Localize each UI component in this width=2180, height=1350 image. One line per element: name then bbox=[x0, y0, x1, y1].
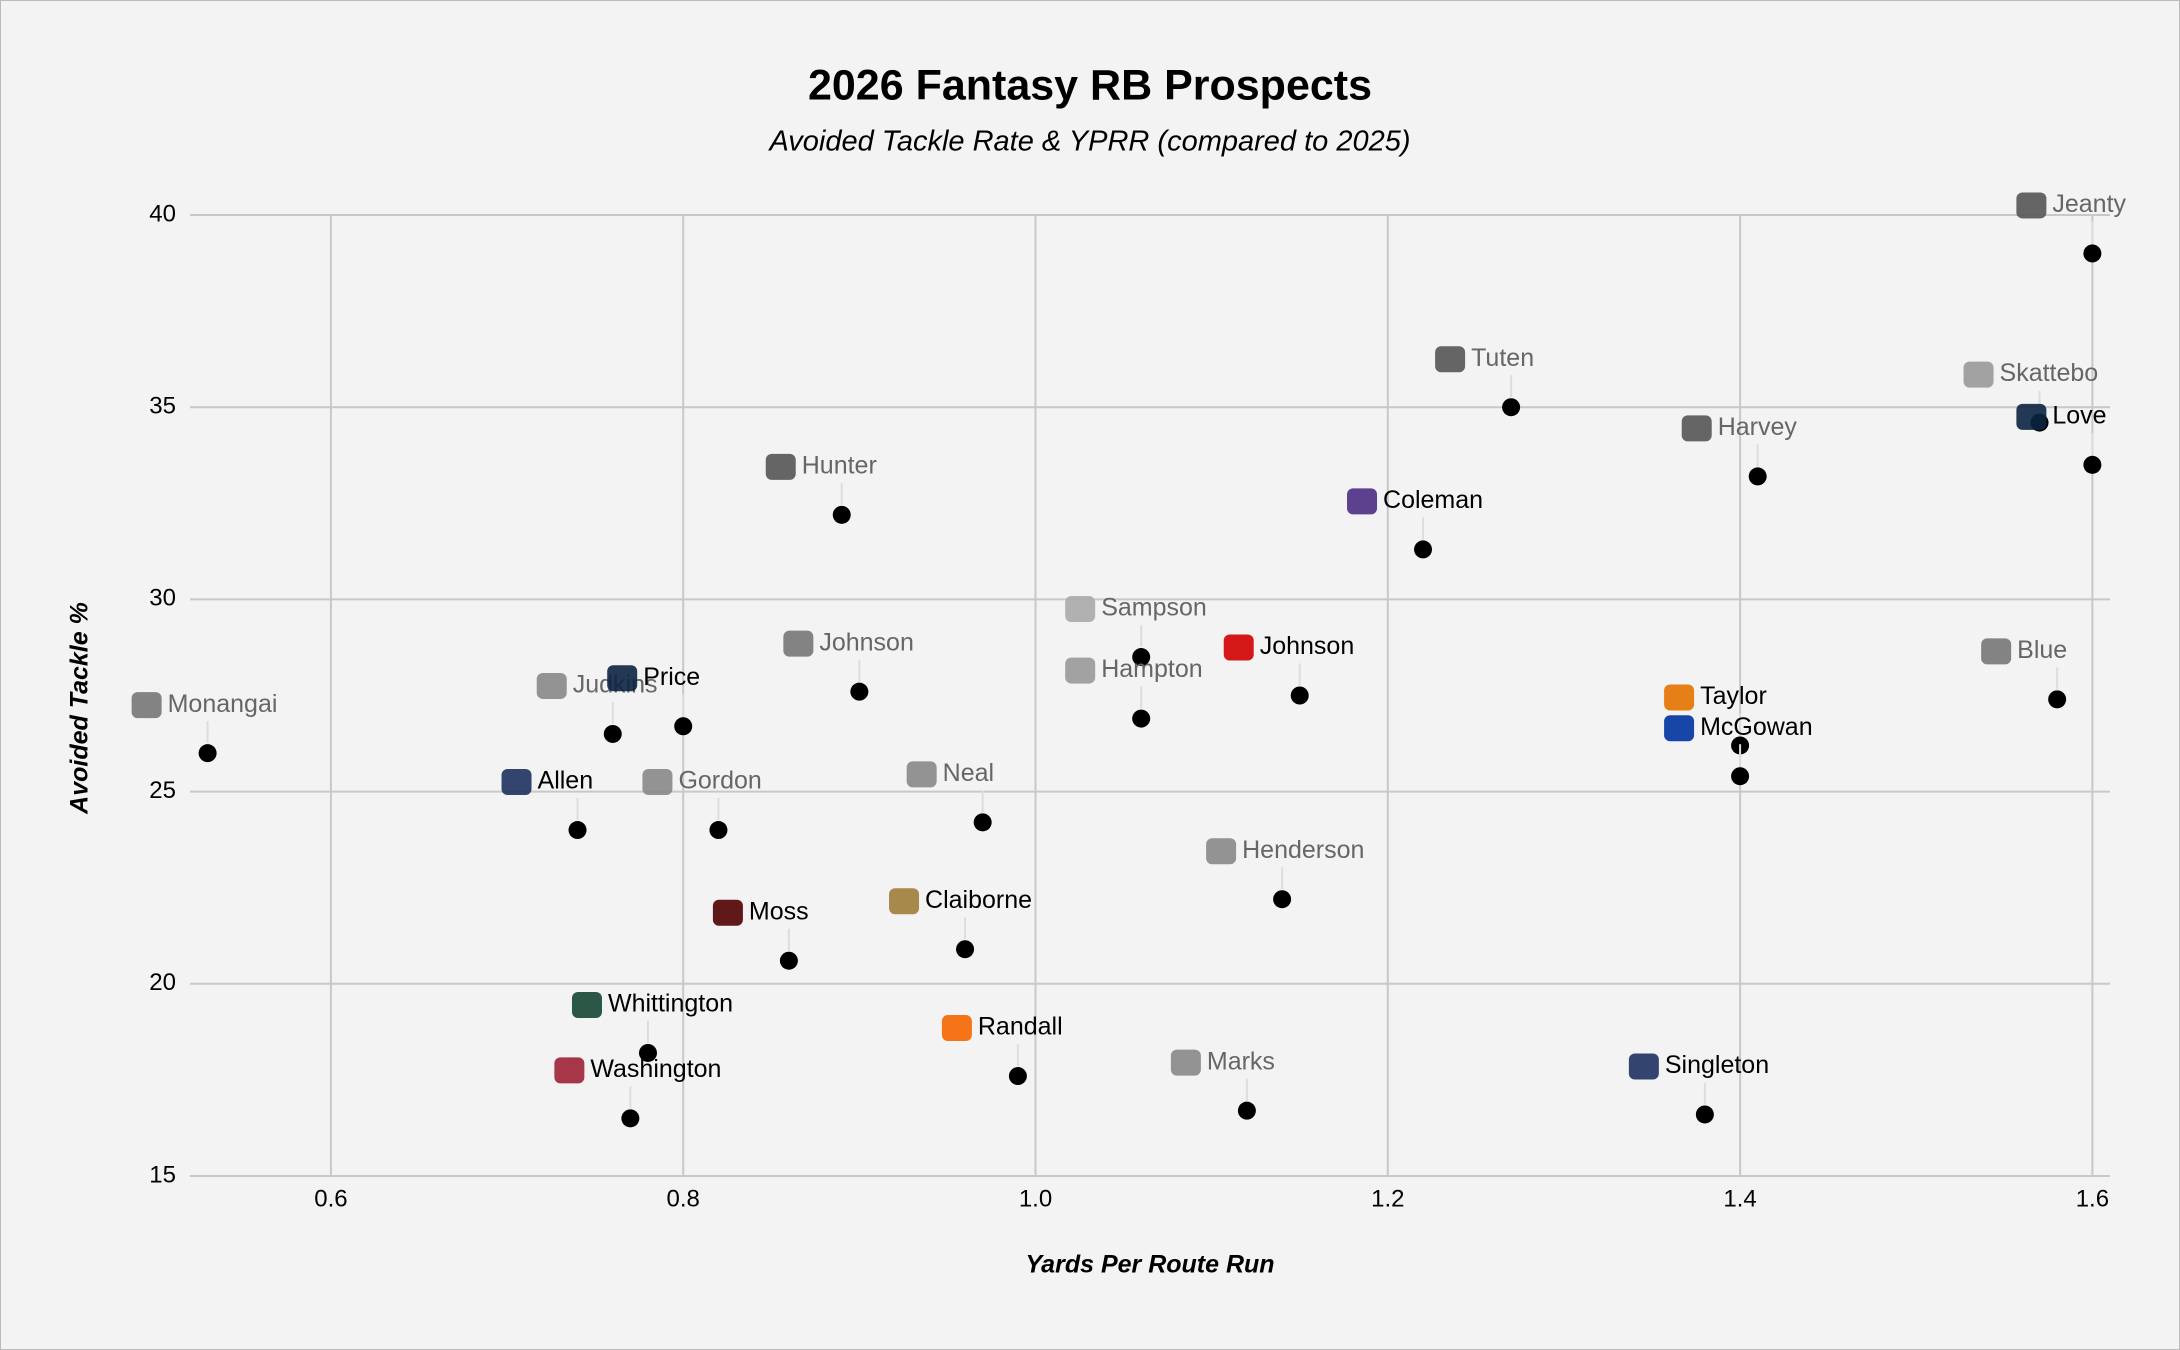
team-logo bbox=[765, 453, 796, 480]
point bbox=[2083, 455, 2102, 474]
point-label: Neal bbox=[943, 759, 994, 787]
point-label: Marks bbox=[1207, 1047, 1275, 1075]
point-label: Love bbox=[2052, 401, 2106, 429]
team-logo bbox=[1963, 361, 1994, 388]
point bbox=[1731, 767, 1750, 786]
point-label: Randall bbox=[978, 1013, 1063, 1041]
point bbox=[1008, 1067, 1027, 1086]
point bbox=[832, 505, 851, 524]
y-axis-label: Avoided Tackle % bbox=[66, 602, 94, 815]
chart-subtitle: Avoided Tackle Rate & YPRR (compared to … bbox=[767, 126, 1410, 158]
team-logo bbox=[642, 769, 673, 796]
team-logo bbox=[1347, 488, 1378, 515]
team-logo bbox=[571, 991, 602, 1018]
point bbox=[674, 717, 693, 736]
point-label: Gordon bbox=[678, 767, 761, 795]
point bbox=[850, 682, 869, 701]
point-label: Singleton bbox=[1665, 1051, 1769, 1079]
point bbox=[956, 940, 975, 959]
y-tick-label: 15 bbox=[149, 1161, 176, 1188]
point-label: Jeanty bbox=[2052, 190, 2126, 218]
team-logo bbox=[607, 665, 638, 692]
team-logo bbox=[1664, 684, 1695, 711]
y-tick-label: 25 bbox=[149, 777, 176, 804]
point bbox=[1132, 648, 1151, 667]
point-label: Harvey bbox=[1718, 413, 1798, 441]
team-logo bbox=[783, 630, 814, 657]
point-label: Henderson bbox=[1242, 836, 1364, 864]
team-logo bbox=[501, 769, 532, 796]
team-logo bbox=[2016, 192, 2047, 219]
x-tick-label: 1.6 bbox=[2076, 1185, 2109, 1212]
point bbox=[1237, 1101, 1256, 1120]
point-label: Hunter bbox=[802, 451, 877, 479]
point bbox=[973, 813, 992, 832]
team-logo bbox=[1223, 634, 1254, 661]
point-label: Allen bbox=[538, 767, 594, 795]
point bbox=[198, 744, 217, 763]
y-tick-label: 40 bbox=[149, 200, 176, 227]
team-logo bbox=[1206, 838, 1237, 865]
point bbox=[638, 1043, 657, 1062]
x-tick-label: 0.8 bbox=[667, 1185, 700, 1212]
team-logo bbox=[941, 1015, 972, 1042]
point bbox=[1748, 467, 1767, 486]
point-label: Claiborne bbox=[925, 886, 1032, 914]
team-logo bbox=[1065, 596, 1096, 623]
point bbox=[1414, 540, 1433, 559]
team-logo bbox=[1065, 657, 1096, 684]
point bbox=[2083, 244, 2102, 263]
team-logo bbox=[1664, 715, 1695, 742]
x-tick-label: 1.4 bbox=[1723, 1185, 1756, 1212]
team-logo bbox=[1681, 415, 1712, 442]
team-logo bbox=[2016, 403, 2047, 430]
point-label: Tuten bbox=[1471, 344, 1534, 372]
point bbox=[1695, 1105, 1714, 1124]
point-label: Skattebo bbox=[2000, 359, 2099, 387]
point-label: Whittington bbox=[608, 990, 733, 1018]
team-logo bbox=[906, 761, 937, 788]
team-logo bbox=[712, 899, 743, 926]
point bbox=[709, 821, 728, 840]
team-logo bbox=[536, 672, 567, 699]
x-tick-label: 1.2 bbox=[1371, 1185, 1404, 1212]
team-logo bbox=[1170, 1049, 1201, 1076]
point bbox=[603, 724, 622, 743]
point bbox=[1132, 709, 1151, 728]
x-axis-label: Yards Per Route Run bbox=[1025, 1251, 1274, 1279]
point bbox=[2048, 690, 2067, 709]
chart-title: 2026 Fantasy RB Prospects bbox=[808, 61, 1372, 109]
x-tick-label: 0.6 bbox=[314, 1185, 347, 1212]
team-logo bbox=[889, 888, 920, 915]
point-label: Moss bbox=[749, 897, 809, 925]
point-label: Coleman bbox=[1383, 486, 1483, 514]
point-label: McGowan bbox=[1700, 713, 1813, 741]
point-label: Johnson bbox=[819, 628, 914, 656]
point-label: Taylor bbox=[1700, 682, 1767, 710]
y-tick-label: 35 bbox=[149, 393, 176, 420]
point bbox=[1290, 686, 1309, 705]
team-logo bbox=[1981, 638, 2012, 665]
point-label: Hampton bbox=[1101, 655, 1202, 683]
point-label: Washington bbox=[590, 1055, 721, 1083]
team-logo bbox=[1435, 346, 1466, 373]
team-logo bbox=[1628, 1053, 1659, 1080]
x-tick-label: 1.0 bbox=[1019, 1185, 1052, 1212]
y-tick-label: 20 bbox=[149, 969, 176, 996]
point-label: Price bbox=[643, 663, 700, 691]
team-logo bbox=[131, 692, 162, 719]
point-label: Sampson bbox=[1101, 594, 1207, 622]
point-label: Blue bbox=[2017, 636, 2067, 664]
point bbox=[568, 821, 587, 840]
point-label: Johnson bbox=[1260, 632, 1355, 660]
y-tick-label: 30 bbox=[149, 585, 176, 612]
point bbox=[1273, 890, 1292, 909]
point bbox=[779, 951, 798, 970]
point bbox=[621, 1109, 640, 1128]
point bbox=[1502, 398, 1521, 417]
point-label: Monangai bbox=[168, 690, 278, 718]
team-logo bbox=[554, 1057, 585, 1084]
